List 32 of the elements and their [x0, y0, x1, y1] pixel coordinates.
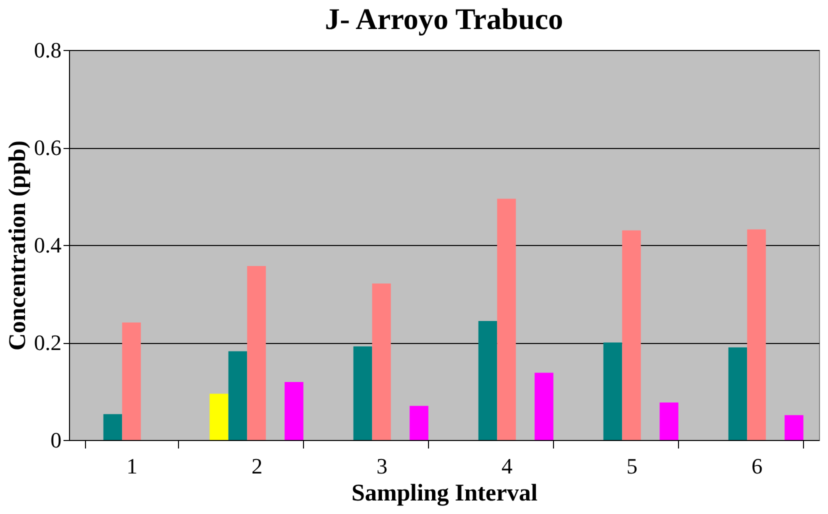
bar	[228, 351, 248, 440]
y-tick-label: 0.2	[34, 330, 62, 355]
bar	[372, 284, 391, 440]
bar	[410, 406, 428, 440]
bar	[353, 346, 372, 440]
bar	[284, 382, 304, 440]
y-axis-title: Concentration (ppb)	[5, 140, 31, 351]
bar	[122, 322, 141, 440]
chart-title: J- Arroyo Trabuco	[324, 3, 564, 36]
bar	[534, 372, 554, 440]
bar	[247, 266, 266, 440]
x-tick-label: 4	[502, 454, 512, 478]
y-tick-label: 0	[50, 428, 62, 452]
y-tick-label: 0.8	[34, 38, 62, 62]
bar	[103, 414, 122, 440]
bar	[497, 198, 516, 440]
bar	[784, 415, 804, 440]
bar	[210, 394, 228, 440]
x-tick-label: 6	[752, 454, 762, 478]
bar	[747, 229, 766, 440]
bar	[622, 230, 641, 440]
x-axis-title: Sampling Interval	[351, 480, 538, 506]
x-tick-label: 3	[376, 454, 388, 478]
bar	[660, 402, 678, 440]
x-tick-label: 1	[126, 454, 138, 478]
y-tick-label: 0.6	[34, 135, 62, 160]
bar	[478, 321, 498, 440]
bar	[728, 347, 748, 440]
x-tick-label: 5	[626, 454, 638, 478]
y-tick-label: 0.4	[34, 232, 62, 258]
bar	[603, 342, 622, 440]
x-tick-label: 2	[252, 454, 262, 478]
